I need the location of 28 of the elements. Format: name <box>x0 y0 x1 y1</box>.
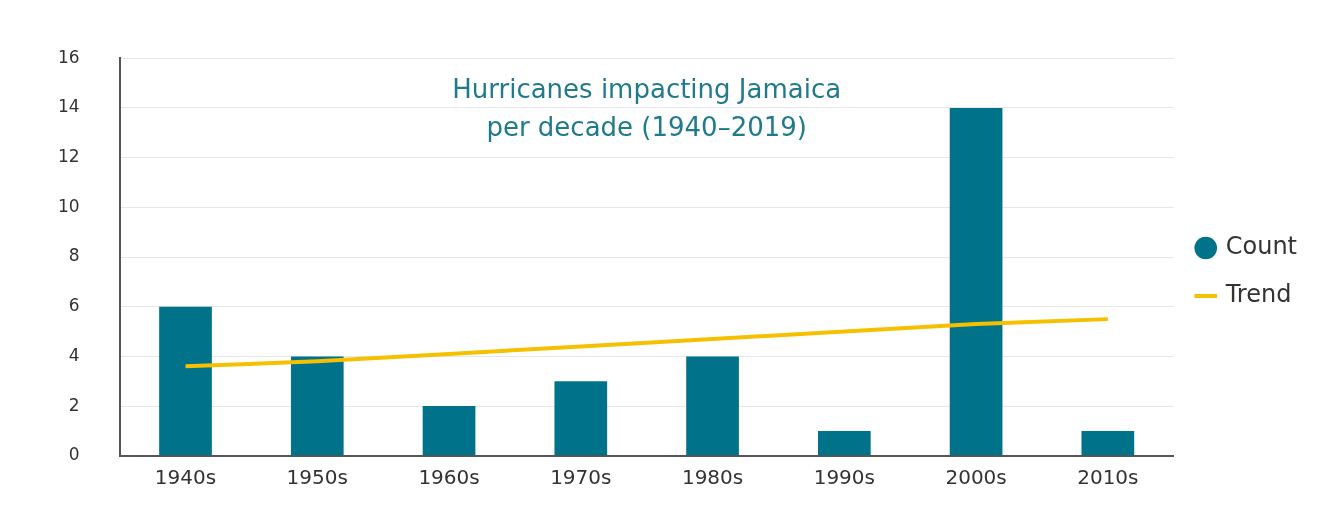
y-tick-label: 16 <box>57 46 80 67</box>
bar <box>817 430 871 456</box>
bar <box>1081 430 1135 456</box>
text: Hurricanes impacting Jamaica per decade (1940–2019) <box>452 73 842 142</box>
x-tick-label: 1940s <box>154 465 217 489</box>
y-tick-label: 10 <box>57 195 80 216</box>
bar <box>159 306 212 456</box>
x-tick-label: 1960s <box>418 465 480 489</box>
bar <box>949 107 1003 456</box>
bar <box>554 381 608 456</box>
y-tick-label: 14 <box>57 96 80 117</box>
y-tick-label: 2 <box>68 394 80 415</box>
x-tick-label: 1990s <box>813 465 875 489</box>
legend-label: Count <box>1225 232 1298 261</box>
x-tick-label: 2010s <box>1077 465 1139 489</box>
x-tick-label: 2000s <box>945 465 1007 489</box>
x-tick-label: 1970s <box>550 465 612 489</box>
legend-label: Trend <box>1224 280 1292 309</box>
y-tick-label: 12 <box>57 146 80 167</box>
bar <box>290 356 344 456</box>
y-tick-label: 8 <box>68 245 80 266</box>
y-tick-label: 6 <box>68 295 80 316</box>
x-tick-label: 1950s <box>286 465 348 489</box>
y-tick-label: 4 <box>68 344 80 365</box>
bar <box>422 406 476 456</box>
y-tick-label: 0 <box>68 444 80 465</box>
bar <box>686 356 739 456</box>
x-tick-label: 1980s <box>681 465 744 489</box>
